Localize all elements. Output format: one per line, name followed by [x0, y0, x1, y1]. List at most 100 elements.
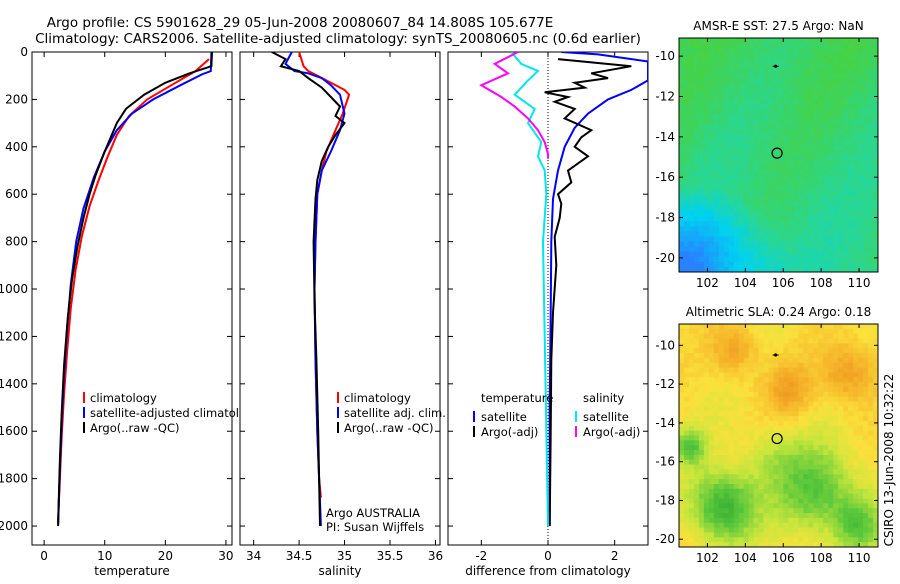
map-cell	[768, 527, 774, 533]
map-cell	[713, 527, 720, 533]
map-cell	[688, 190, 695, 197]
map-cell	[768, 78, 774, 85]
map-cell	[813, 231, 819, 237]
map-cell	[778, 205, 784, 212]
map-cell	[679, 205, 685, 212]
map-cell	[778, 114, 784, 120]
map-cell	[773, 362, 779, 369]
map-cell	[848, 83, 854, 90]
map-cell	[868, 68, 874, 75]
map-cell	[793, 261, 799, 268]
map-cell	[698, 104, 705, 110]
map-cell	[713, 377, 720, 383]
map-cell	[813, 119, 819, 125]
map-cell	[703, 195, 710, 202]
map-cell	[743, 251, 750, 258]
map-cell	[693, 498, 700, 504]
map-cell	[733, 144, 740, 151]
map-cell	[828, 377, 834, 383]
map-cell	[718, 396, 725, 402]
map-cell	[708, 114, 715, 120]
map-cell	[838, 205, 844, 212]
map-cell	[813, 382, 819, 388]
map-cell	[803, 488, 809, 495]
map-cell	[823, 221, 829, 227]
map-cell	[753, 231, 760, 237]
map-cell	[778, 119, 784, 125]
map-cell	[768, 513, 774, 519]
map-cell	[718, 165, 725, 171]
map-cell	[798, 231, 804, 237]
map-cell	[688, 88, 695, 95]
map-cell	[753, 53, 760, 59]
map-cell	[683, 160, 690, 166]
legend-label: satellite adj. clim.	[344, 406, 446, 420]
map-cell	[873, 155, 879, 161]
map-cell	[693, 542, 700, 548]
map-cell	[863, 175, 869, 181]
map-cell	[718, 246, 725, 253]
map-cell	[823, 99, 829, 105]
map-cell	[798, 221, 804, 227]
map-cell	[713, 454, 720, 461]
map-cell	[708, 328, 715, 335]
map-cell	[698, 180, 705, 186]
map-cell	[768, 200, 774, 207]
map-cell	[708, 517, 715, 524]
map-cell	[778, 63, 784, 69]
map-cell	[813, 498, 819, 504]
map-cell	[688, 372, 695, 378]
map-cell	[688, 99, 695, 105]
map-cell	[858, 382, 864, 388]
map-cell	[808, 88, 814, 95]
map-cell	[853, 170, 859, 176]
map-cell	[818, 382, 824, 388]
map-cell	[873, 99, 879, 105]
map-cell	[818, 216, 824, 222]
map-cell	[718, 401, 725, 407]
map-cell	[838, 226, 844, 232]
map-cell	[823, 513, 829, 519]
map-cell	[758, 149, 764, 156]
map-cell	[843, 362, 849, 369]
map-cell	[743, 205, 750, 212]
map-cell	[683, 231, 690, 237]
map-cell	[693, 261, 700, 268]
map-cell	[808, 165, 814, 171]
map-cell	[858, 241, 864, 247]
map-cell	[818, 387, 824, 393]
map-cell	[688, 195, 695, 202]
map-cell	[718, 175, 725, 181]
map-cell	[848, 411, 854, 417]
map-cell	[873, 542, 879, 548]
map-cell	[808, 498, 814, 504]
map-cell	[788, 333, 794, 339]
map-cell	[808, 195, 814, 202]
map-cell	[733, 266, 740, 273]
map-cell	[733, 185, 740, 192]
map-cell	[813, 542, 819, 548]
map-cell	[818, 469, 824, 475]
map-cell	[738, 333, 745, 339]
map-cell	[788, 246, 794, 253]
map-cell	[833, 411, 839, 417]
map-cell	[703, 532, 710, 538]
map-cell	[683, 53, 690, 59]
map-cell	[803, 109, 809, 115]
map-cell	[863, 160, 869, 166]
map-cell	[763, 542, 769, 548]
map-cell	[788, 382, 794, 388]
map-cell	[853, 324, 859, 330]
map-cell	[768, 508, 774, 514]
map-cell	[788, 522, 794, 529]
map-cell	[833, 450, 839, 456]
map-cell	[873, 231, 879, 237]
map-cell	[763, 266, 769, 273]
map-cell	[813, 221, 819, 227]
map-cell	[723, 450, 730, 456]
map-cell	[748, 109, 755, 115]
map-cell	[773, 190, 779, 197]
map-cell	[873, 401, 879, 407]
map-cell	[713, 119, 720, 125]
map-cell	[798, 348, 804, 354]
